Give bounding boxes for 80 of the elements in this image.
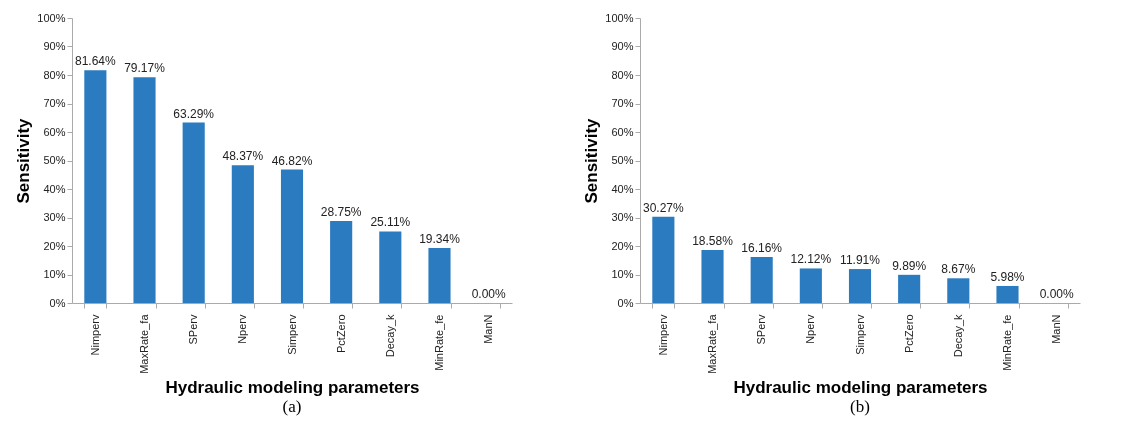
- bar: [947, 278, 970, 303]
- data-label: 0.00%: [471, 287, 506, 301]
- data-label: 25.11%: [370, 215, 411, 230]
- x-tick-label: SPerv: [187, 314, 200, 345]
- y-tick-label: 20%: [43, 239, 66, 252]
- data-label: 8.67%: [941, 262, 976, 277]
- y-axis-title: Sensitivity: [582, 117, 602, 204]
- x-tick-label: Simperv: [285, 314, 298, 355]
- y-tick-label: 50%: [43, 154, 66, 166]
- data-label: 18.58%: [692, 234, 734, 249]
- y-tick-label: 0%: [49, 296, 66, 309]
- y-tick-label: 90%: [43, 40, 66, 52]
- y-tick-label: 80%: [611, 68, 634, 81]
- data-label: 16.16%: [741, 240, 783, 255]
- x-tick-label: PctZero: [334, 314, 347, 354]
- bar: [848, 269, 872, 303]
- y-tick-label: 60%: [611, 125, 634, 138]
- bar: [750, 256, 773, 303]
- y-tick-label: 70%: [43, 97, 66, 109]
- data-label: 28.75%: [320, 205, 362, 220]
- x-tick-label: Nperv: [236, 314, 249, 344]
- x-tick-label: Nimperv: [88, 314, 101, 356]
- data-label: 12.12%: [790, 252, 832, 267]
- x-tick-label: Decay_k: [383, 314, 396, 358]
- y-tick-label: 70%: [611, 97, 634, 109]
- y-tick-label: 100%: [605, 11, 634, 24]
- x-tick-label: SPerv: [755, 314, 768, 345]
- data-label: 30.27%: [643, 200, 685, 215]
- y-tick-label: 90%: [611, 40, 634, 52]
- data-label: 0.00%: [1039, 287, 1074, 301]
- y-axis-title: Sensitivity: [14, 117, 34, 204]
- bar: [799, 268, 822, 303]
- x-tick-label: Decay_k: [951, 314, 964, 358]
- y-tick-label: 20%: [611, 239, 634, 252]
- y-tick-label: 10%: [43, 268, 66, 280]
- data-label: 5.98%: [990, 269, 1025, 284]
- bar: [379, 231, 402, 303]
- x-axis-title: Hydraulic modeling parameters: [733, 377, 988, 397]
- x-tick-label: ManN: [1050, 314, 1063, 344]
- bar: [133, 77, 156, 303]
- data-label: 81.64%: [75, 54, 117, 69]
- y-tick-label: 100%: [37, 11, 66, 24]
- data-label: 11.91%: [840, 253, 881, 268]
- bar: [280, 169, 304, 303]
- x-tick-label: MaxRate_fa: [138, 313, 151, 374]
- y-tick-label: 30%: [611, 211, 634, 223]
- bar: [330, 221, 353, 303]
- x-tick-label: ManN: [482, 314, 495, 344]
- x-tick-label: MinRate_fe: [432, 314, 445, 371]
- data-label: 48.37%: [222, 149, 264, 164]
- y-tick-label: 40%: [611, 182, 634, 195]
- data-label: 79.17%: [124, 61, 166, 76]
- data-label: 19.34%: [419, 231, 461, 246]
- bar: [182, 122, 205, 303]
- bar: [996, 285, 1019, 303]
- x-tick-label: Nimperv: [656, 314, 669, 356]
- x-tick-label: MaxRate_fa: [706, 313, 719, 374]
- y-tick-label: 50%: [611, 154, 634, 166]
- y-tick-label: 0%: [617, 296, 634, 309]
- x-axis-title: Hydraulic modeling parameters: [165, 377, 420, 397]
- bar: [898, 274, 921, 303]
- x-tick-label: MinRate_fe: [1000, 314, 1013, 371]
- y-tick-label: 30%: [43, 211, 66, 223]
- data-label: 46.82%: [271, 153, 313, 168]
- text: (a): [282, 397, 302, 417]
- y-tick-label: 80%: [43, 68, 66, 81]
- y-tick-label: 10%: [611, 268, 634, 280]
- y-tick-label: 40%: [43, 182, 66, 195]
- x-tick-label: PctZero: [902, 314, 915, 354]
- data-label: 9.89%: [892, 258, 927, 273]
- bar: [701, 250, 724, 303]
- bar: [428, 247, 451, 303]
- x-tick-label: Nperv: [804, 314, 817, 344]
- data-label: 63.29%: [173, 106, 215, 121]
- x-tick-label: Simperv: [853, 314, 866, 355]
- bar: [84, 70, 107, 303]
- bar: [652, 216, 675, 303]
- bar: [231, 165, 254, 303]
- text: (b): [850, 397, 870, 417]
- y-tick-label: 60%: [43, 125, 66, 138]
